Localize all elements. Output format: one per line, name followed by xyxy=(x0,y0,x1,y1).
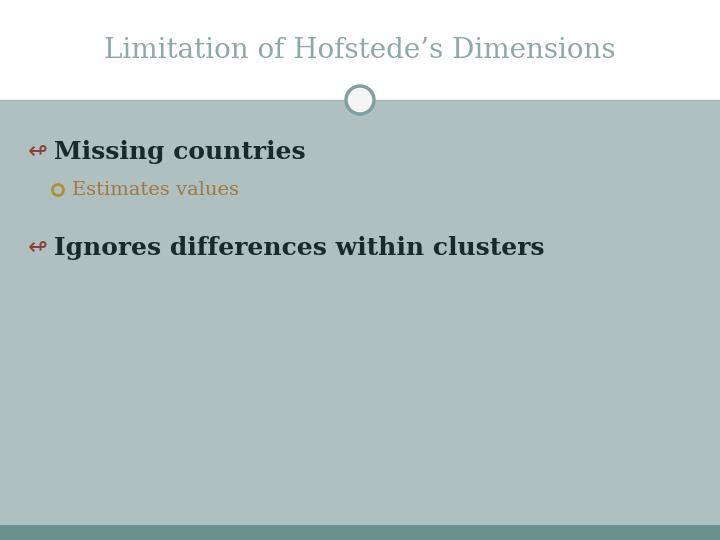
Text: Missing countries: Missing countries xyxy=(54,140,305,164)
Text: ↫: ↫ xyxy=(28,236,48,260)
Circle shape xyxy=(346,86,374,114)
Bar xyxy=(0,0,720,100)
Bar xyxy=(0,100,720,525)
Text: Estimates values: Estimates values xyxy=(72,181,239,199)
Bar xyxy=(0,525,720,540)
Text: Ignores differences within clusters: Ignores differences within clusters xyxy=(54,236,544,260)
Text: Limitation of Hofstede’s Dimensions: Limitation of Hofstede’s Dimensions xyxy=(104,37,616,64)
Text: ↫: ↫ xyxy=(28,140,48,164)
